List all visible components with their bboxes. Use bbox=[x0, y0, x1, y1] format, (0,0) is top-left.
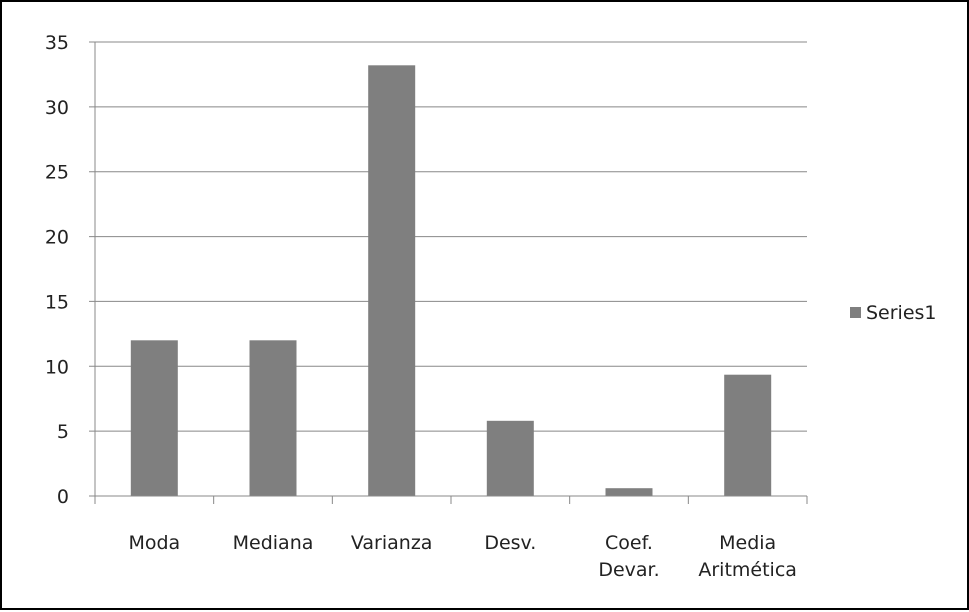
y-tick-label-0: 0 bbox=[57, 486, 69, 508]
x-tick-label-4: Coef. Devar. bbox=[598, 532, 659, 581]
x-tick-label-2: Varianza bbox=[351, 532, 433, 554]
legend-swatch bbox=[850, 307, 861, 318]
x-tick-label-5: Media Aritmética bbox=[698, 532, 797, 581]
bar-desv bbox=[486, 420, 534, 496]
x-tick-label-0: Moda bbox=[128, 532, 180, 554]
legend-label: Series1 bbox=[866, 302, 937, 324]
y-tick-label-30: 30 bbox=[45, 97, 69, 119]
x-axis-labels: Moda Mediana Varianza Desv. Coef. Devar. Media… bbox=[128, 532, 796, 581]
y-tick-label-10: 10 bbox=[45, 356, 69, 378]
bar-media-aritmética bbox=[724, 374, 772, 496]
bars bbox=[130, 65, 772, 497]
x-tick-label-1: Mediana bbox=[233, 532, 314, 554]
legend: Series1 bbox=[850, 302, 937, 324]
y-tick-label-5: 5 bbox=[57, 421, 69, 443]
y-tick-label-15: 15 bbox=[45, 291, 69, 313]
y-tick-label-35: 35 bbox=[45, 32, 69, 54]
gridlines bbox=[89, 41, 807, 497]
bar-moda bbox=[130, 340, 178, 496]
x-axis bbox=[89, 42, 808, 504]
bar-mediana bbox=[249, 340, 297, 496]
x-tick-label-3: Desv. bbox=[484, 532, 536, 554]
bar-coef-devar bbox=[605, 488, 653, 496]
y-tick-label-20: 20 bbox=[45, 227, 69, 249]
y-tick-label-25: 25 bbox=[45, 162, 69, 184]
bar-varianza bbox=[368, 65, 416, 497]
y-axis-ticks: 0 5 10 15 20 25 30 35 bbox=[45, 32, 69, 508]
